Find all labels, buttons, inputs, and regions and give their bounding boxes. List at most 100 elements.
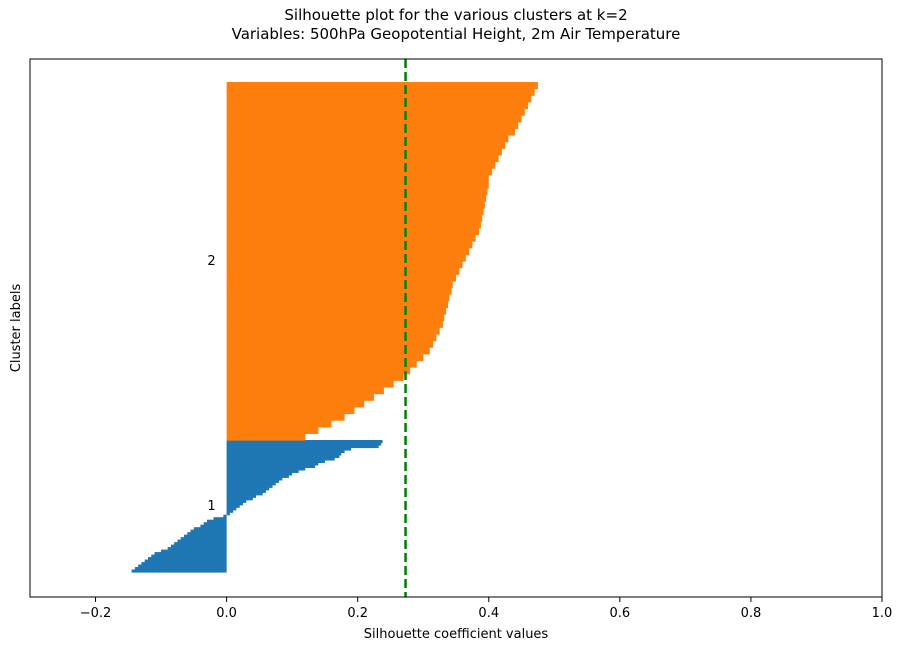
silhouette-bar-cluster-1 xyxy=(226,509,234,513)
silhouette-bar-cluster-2 xyxy=(226,287,452,295)
silhouette-bar-cluster-2 xyxy=(226,413,345,421)
silhouette-bar-cluster-1 xyxy=(226,447,352,451)
plot-area: 12 −0.2 0.0 0.2 0.4 0.6 0.8 1.0 xyxy=(29,58,893,621)
silhouette-bar-cluster-1 xyxy=(226,464,316,468)
silhouette-bar-cluster-2 xyxy=(226,367,411,375)
x-axis-label: Silhouette coefficient values xyxy=(364,627,549,642)
silhouette-bar-cluster-2 xyxy=(226,181,489,189)
silhouette-bar-cluster-2 xyxy=(226,121,519,130)
silhouette-bar-cluster-2 xyxy=(226,174,489,183)
x-tick-label: −0.2 xyxy=(80,606,112,621)
silhouette-bar-cluster-1 xyxy=(177,539,227,543)
chart-subtitle: Variables: 500hPa Geopotential Height, 2… xyxy=(232,25,681,43)
silhouette-bar-cluster-1 xyxy=(226,502,243,506)
silhouette-bar-cluster-1 xyxy=(226,440,383,444)
cluster-label-2: 2 xyxy=(207,254,215,269)
silhouette-bar-cluster-1 xyxy=(190,529,227,533)
silhouette-bar-cluster-1 xyxy=(213,517,227,521)
silhouette-bar-cluster-1 xyxy=(180,537,227,541)
silhouette-bar-cluster-2 xyxy=(226,333,437,342)
silhouette-bar-cluster-1 xyxy=(167,547,227,551)
silhouette-bar-cluster-2 xyxy=(226,148,502,156)
silhouette-bar-cluster-2 xyxy=(226,393,375,401)
silhouette-bar-cluster-2 xyxy=(226,307,447,315)
silhouette-bar-cluster-1 xyxy=(226,469,299,473)
silhouette-bar-cluster-1 xyxy=(223,514,227,518)
silhouette-bar-cluster-2 xyxy=(226,327,440,335)
silhouette-bars xyxy=(131,82,538,573)
silhouette-bar-cluster-2 xyxy=(226,135,509,143)
silhouette-bar-cluster-2 xyxy=(226,247,470,255)
silhouette-bar-cluster-2 xyxy=(226,340,434,348)
silhouette-bar-cluster-1 xyxy=(141,562,227,566)
silhouette-bar-cluster-1 xyxy=(226,472,293,476)
silhouette-bar-cluster-1 xyxy=(226,452,342,456)
silhouette-bar-cluster-1 xyxy=(226,484,273,488)
silhouette-bar-cluster-2 xyxy=(226,141,506,149)
silhouette-bar-cluster-1 xyxy=(226,512,230,516)
silhouette-bar-cluster-2 xyxy=(226,108,525,116)
silhouette-bar-cluster-1 xyxy=(203,522,227,526)
silhouette-bar-cluster-2 xyxy=(226,194,487,202)
silhouette-bar-cluster-1 xyxy=(138,564,227,568)
silhouette-bar-cluster-2 xyxy=(226,241,473,249)
chart-title: Silhouette plot for the various clusters… xyxy=(284,6,627,24)
silhouette-bar-cluster-1 xyxy=(226,499,247,503)
axes-frame xyxy=(29,58,883,598)
silhouette-bar-cluster-1 xyxy=(226,474,289,478)
x-tick-label: 0.8 xyxy=(741,606,762,621)
silhouette-bar-cluster-1 xyxy=(226,482,276,486)
silhouette-bar-cluster-2 xyxy=(226,320,443,328)
silhouette-bar-cluster-1 xyxy=(206,519,227,523)
silhouette-bar-cluster-1 xyxy=(226,442,382,446)
silhouette-bar-cluster-2 xyxy=(226,420,332,428)
silhouette-bar-cluster-1 xyxy=(226,507,237,511)
silhouette-bar-cluster-2 xyxy=(226,380,394,388)
silhouette-bar-cluster-2 xyxy=(226,201,485,209)
silhouette-bar-cluster-2 xyxy=(226,168,493,176)
silhouette-bar-cluster-2 xyxy=(226,300,449,309)
silhouette-bar-cluster-1 xyxy=(226,492,263,496)
silhouette-bar-cluster-2 xyxy=(226,154,499,163)
x-tick-label: 1.0 xyxy=(872,606,893,621)
cluster-labels: 12 xyxy=(207,254,215,514)
x-tick-label: 0.6 xyxy=(610,606,631,621)
silhouette-bar-cluster-2 xyxy=(226,433,306,441)
silhouette-bar-cluster-1 xyxy=(226,449,345,454)
y-axis-label: Cluster labels xyxy=(9,284,24,373)
silhouette-bar-cluster-2 xyxy=(226,274,456,282)
silhouette-bar-cluster-2 xyxy=(226,254,466,262)
silhouette-bar-cluster-1 xyxy=(174,542,227,546)
silhouette-bar-cluster-1 xyxy=(193,527,227,531)
silhouette-bar-cluster-2 xyxy=(226,234,476,242)
silhouette-bar-cluster-1 xyxy=(226,489,266,493)
silhouette-bar-cluster-2 xyxy=(226,227,479,236)
silhouette-bar-cluster-1 xyxy=(226,459,325,464)
silhouette-bar-cluster-1 xyxy=(154,552,227,556)
silhouette-bar-cluster-2 xyxy=(226,280,453,289)
silhouette-bar-cluster-2 xyxy=(226,95,532,103)
x-tick-label: 0.4 xyxy=(478,606,499,621)
silhouette-bar-cluster-1 xyxy=(144,559,227,563)
silhouette-bar-cluster-1 xyxy=(226,454,340,459)
silhouette-bar-cluster-1 xyxy=(226,467,306,471)
cluster-label-1: 1 xyxy=(207,499,215,514)
x-tick-label: 0.2 xyxy=(347,606,368,621)
silhouette-bar-cluster-2 xyxy=(226,82,538,90)
silhouette-bar-cluster-2 xyxy=(226,373,404,381)
silhouette-bar-cluster-1 xyxy=(187,532,227,536)
silhouette-bar-cluster-1 xyxy=(226,444,379,449)
silhouette-bar-cluster-1 xyxy=(131,569,227,573)
silhouette-bar-cluster-2 xyxy=(226,426,319,434)
silhouette-bar-cluster-1 xyxy=(226,494,257,498)
silhouette-bar-cluster-2 xyxy=(226,400,365,408)
silhouette-bar-cluster-2 xyxy=(226,188,488,196)
silhouette-bar-cluster-1 xyxy=(161,549,227,553)
silhouette-bar-cluster-2 xyxy=(226,406,355,415)
x-tick-label: 0.0 xyxy=(216,606,237,621)
silhouette-bar-cluster-2 xyxy=(226,88,535,96)
x-axis-ticks: −0.2 0.0 0.2 0.4 0.6 0.8 1.0 xyxy=(80,597,893,621)
silhouette-bar-cluster-2 xyxy=(226,294,450,302)
silhouette-bar-cluster-1 xyxy=(184,534,227,538)
